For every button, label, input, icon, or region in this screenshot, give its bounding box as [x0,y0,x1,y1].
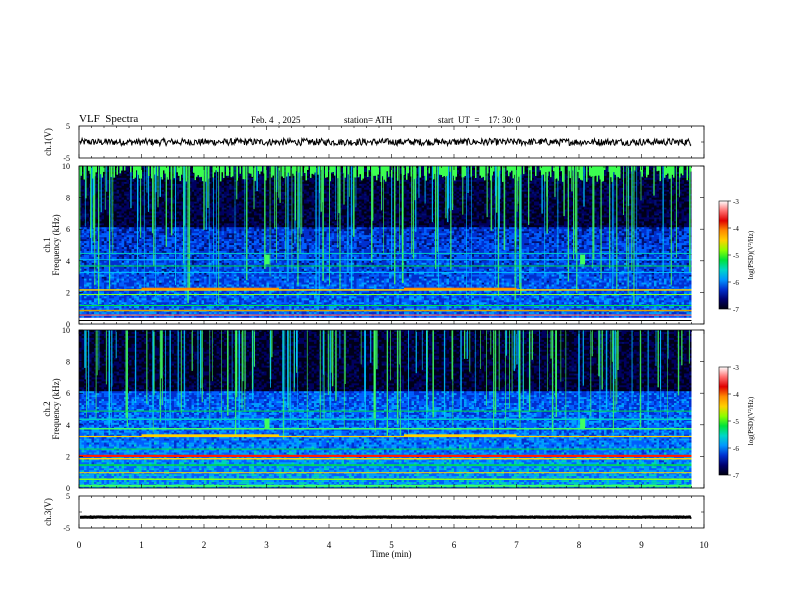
x-axis-label: Time (min) [371,549,412,559]
colorbar-tick-label: -5 [733,418,739,426]
ch1-spectrogram-ylabel-channel: ch.1 [42,237,52,252]
colorbar-label: log(PSD)(V²/Hz) [747,396,755,445]
x-tick-label: 10 [700,540,710,550]
colorbar-tick-label: -5 [733,252,739,260]
colorbar-label: log(PSD)(V²/Hz) [747,230,755,279]
ch1-waveform-trace [79,136,692,148]
colorbar-tick-label: -4 [733,391,739,399]
ch3-waveform-trace [80,515,692,520]
colorbar-tick-label: -7 [733,472,739,480]
y-tick-label: 4 [66,421,70,430]
y-tick-label: 6 [66,389,70,398]
y-tick-label: 2 [66,452,70,461]
y-tick-label: 5 [66,492,70,501]
colorbar-tick-label: -6 [733,279,739,287]
colorbar-gradient [718,200,729,310]
ch3-ylabel: ch.3(V) [43,498,53,526]
ch2-colorbar: -3 -4 -5 -6 -7 log(PSD)(V²/Hz) [718,364,755,480]
station-label: station= ATH [344,115,392,125]
y-tick-label: 5 [66,122,70,131]
x-tick-label: 2 [202,540,207,550]
x-tick-label: 1 [139,540,144,550]
colorbar-tick-label: -6 [733,445,739,453]
ch1-colorbar: -3 -4 -5 -6 -7 log(PSD)(V²/Hz) [718,198,755,314]
ch1-ylabel: ch.1(V) [43,128,53,156]
x-tick-label: 3 [264,540,269,550]
colorbar-tick-label: -3 [733,364,739,372]
ch2-spectrogram-ylabel: Frequency (kHz) [51,378,61,439]
x-tick-label: 7 [514,540,519,550]
y-tick-label: 2 [66,288,70,297]
start-time-label: start UT = 17: 30: 0 [438,115,520,125]
colorbar-tick-label: -3 [733,198,739,206]
ch1-spectrogram [79,166,704,325]
colorbar-tick-label: -4 [733,225,739,233]
y-tick-label: 10 [62,162,70,171]
x-tick-label: 0 [77,540,82,550]
y-tick-label: 0 [66,320,70,329]
chart-title: VLF Spectra [79,113,138,125]
colorbar-tick-label: -7 [733,306,739,314]
ch2-spectrogram [79,330,704,489]
ch1-spectrogram-ylabel: Frequency (kHz) [51,214,61,275]
y-tick-label: 8 [66,358,70,367]
y-tick-label: -5 [63,154,70,163]
x-tick-label: 6 [452,540,457,550]
x-tick-label: 5 [389,540,394,550]
y-tick-label: 6 [66,225,70,234]
y-tick-label: 0 [66,484,70,493]
x-tick-label: 9 [639,540,644,550]
colorbar-gradient [718,366,729,476]
y-tick-label: 10 [62,326,70,335]
y-tick-label: 4 [66,257,70,266]
ch2-spectrogram-ylabel-channel: ch.2 [42,401,52,416]
x-tick-label: 8 [577,540,582,550]
x-tick-label: 4 [327,540,332,550]
y-tick-label: 8 [66,194,70,203]
date-label: Feb. 4 , 2025 [251,115,301,125]
ch3-waveform-frame [78,495,705,529]
y-tick-label: -5 [63,524,70,533]
